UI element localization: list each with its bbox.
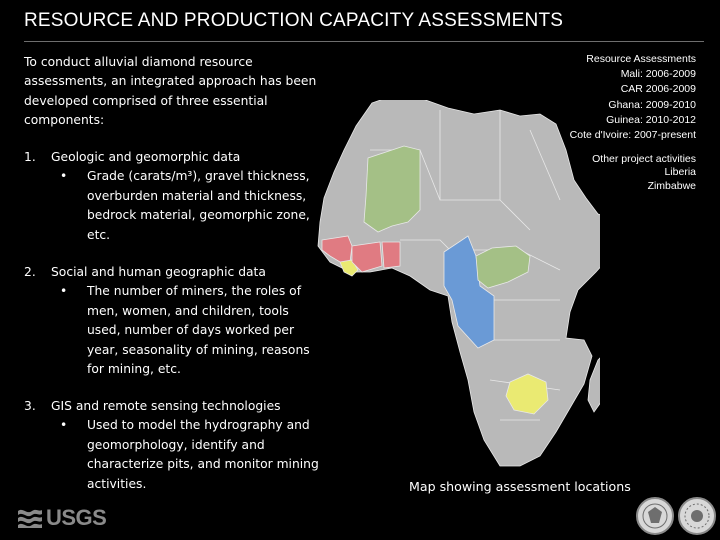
other-activities-legend: Other project activities Liberia Zimbabw… <box>592 153 696 193</box>
legend-entry: Ghana: 2009-2010 <box>608 98 696 111</box>
cote-divoire-region <box>351 241 383 273</box>
drc-region <box>443 235 495 349</box>
list-detail: Used to model the hydrography and geomor… <box>87 418 319 491</box>
bullet: • <box>60 284 68 299</box>
legend-heading: Resource Assessments <box>586 53 696 65</box>
africa-map <box>300 95 631 480</box>
legend-entry: Cote d'Ivoire: 2007-present <box>569 129 696 142</box>
title-divider <box>24 41 704 42</box>
legend-entry: CAR 2006-2009 <box>620 83 696 96</box>
legend-entry: Zimbabwe <box>647 179 696 192</box>
list-detail: The number of miners, the roles of men, … <box>87 284 310 377</box>
map-caption: Map showing assessment locations <box>409 479 631 494</box>
zimbabwe-region <box>505 373 549 415</box>
usgs-wordmark: USGS <box>46 505 107 530</box>
agency-seal-icon <box>678 497 716 535</box>
page-title: RESOURCE AND PRODUCTION CAPACITY ASSESSM… <box>24 10 564 31</box>
list-heading: Social and human geographic data <box>51 265 266 279</box>
department-seal-icon <box>636 497 674 535</box>
ghana-region <box>381 241 401 269</box>
legend-entry: Liberia <box>664 166 696 179</box>
intro-text: To conduct alluvial diamond resource ass… <box>24 55 317 128</box>
bullet: • <box>60 169 68 184</box>
guinea-region <box>321 235 353 263</box>
list-number: 2. <box>24 265 36 279</box>
list-number: 1. <box>24 150 36 164</box>
list-number: 3. <box>24 399 36 413</box>
legend-heading: Other project activities <box>592 153 696 165</box>
usgs-logo: USGS <box>18 505 107 531</box>
list-heading: Geologic and geomorphic data <box>51 150 241 164</box>
assessments-legend: Resource Assessments Mali: 2006-2009 CAR… <box>570 52 696 143</box>
usgs-wave-icon <box>18 509 42 528</box>
bullet: • <box>60 418 68 433</box>
legend-entry: Guinea: 2010-2012 <box>606 113 696 126</box>
legend-entry: Mali: 2006-2009 <box>620 68 696 81</box>
list-heading: GIS and remote sensing technologies <box>51 399 281 413</box>
car-region <box>475 245 531 289</box>
mali-region <box>363 145 421 233</box>
list-detail: Grade (carats/m³), gravel thickness, ove… <box>87 169 310 242</box>
